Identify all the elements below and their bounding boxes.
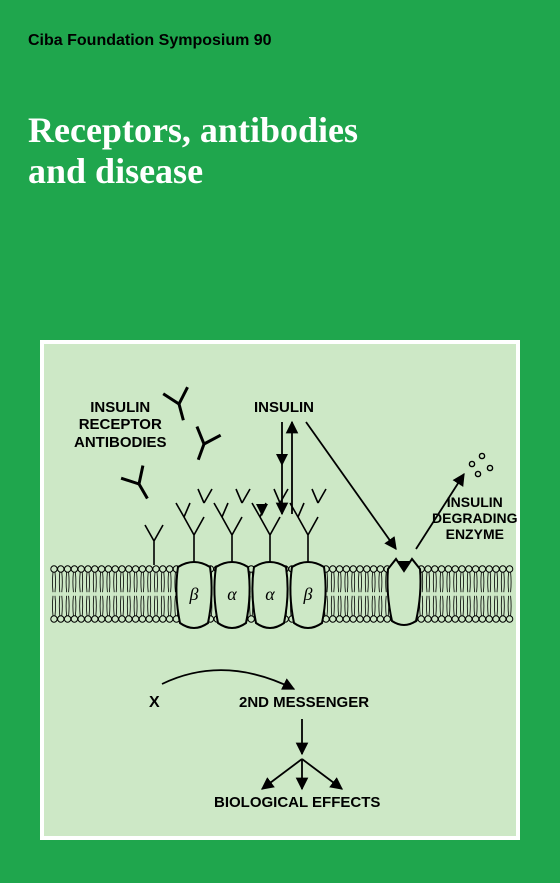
- label-messenger: 2ND MESSENGER: [239, 694, 369, 711]
- label-insulin: INSULIN: [254, 399, 314, 416]
- svg-text:β: β: [189, 584, 199, 604]
- label-x: X: [149, 694, 160, 712]
- book-cover: Ciba Foundation Symposium 90 Receptors, …: [0, 0, 560, 883]
- label-effects: BIOLOGICAL EFFECTS: [214, 794, 380, 811]
- svg-text:β: β: [303, 584, 313, 604]
- label-enzyme: INSULIN DEGRADING ENZYME: [432, 494, 518, 542]
- series-label: Ciba Foundation Symposium 90: [28, 32, 272, 50]
- label-antibodies: INSULIN RECEPTOR ANTIBODIES: [74, 399, 167, 451]
- diagram-panel: β α α β INSULIN RECEPTOR ANTIBODIES INSULIN…: [40, 340, 520, 840]
- svg-text:α: α: [265, 584, 275, 604]
- svg-text:α: α: [227, 584, 237, 604]
- book-title: Receptors, antibodies and disease: [28, 110, 358, 193]
